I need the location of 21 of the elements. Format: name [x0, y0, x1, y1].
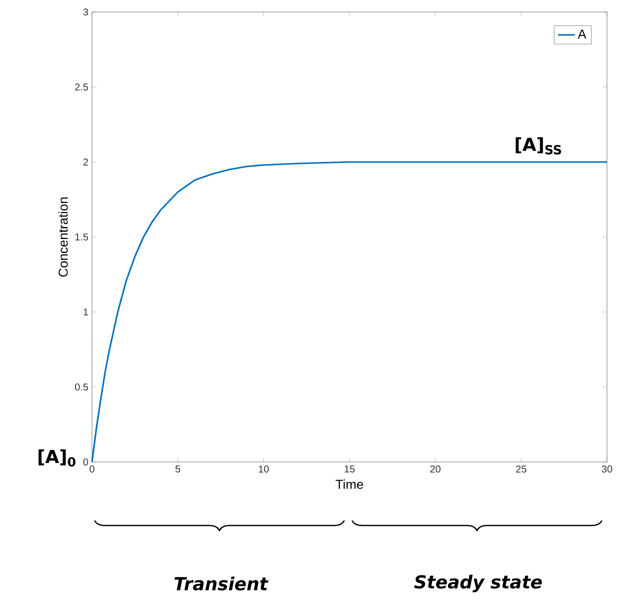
x-tick-label: 20: [430, 466, 440, 473]
x-tick-label: 5: [175, 466, 180, 472]
annotation: [A]$_{0}$: [38, 449, 76, 467]
text: Steady state: [414, 574, 542, 592]
y-tick-label: 2.5: [75, 83, 88, 91]
text: Transient: [174, 576, 268, 590]
x-tick-label: 10: [258, 466, 269, 473]
legend-label: A: [578, 30, 586, 39]
y-tick-label: 0.5: [75, 383, 88, 391]
y-tick-label: 0: [83, 458, 88, 466]
x-tick-label: 0: [90, 466, 94, 473]
y-tick-label: 1.5: [75, 234, 88, 240]
x-tick-label: 25: [516, 466, 526, 473]
x-tick-label: 15: [344, 466, 355, 472]
y-tick-label: 1: [84, 308, 88, 316]
y-axis-title: Concentration: [58, 198, 68, 277]
x-tick-label: 30: [602, 466, 612, 473]
y-tick-label: 3: [83, 8, 88, 16]
x-axis-title: Time: [336, 479, 364, 489]
y-tick-label: 2: [83, 158, 88, 166]
annotation: [A]$_{SS}$: [516, 137, 562, 154]
